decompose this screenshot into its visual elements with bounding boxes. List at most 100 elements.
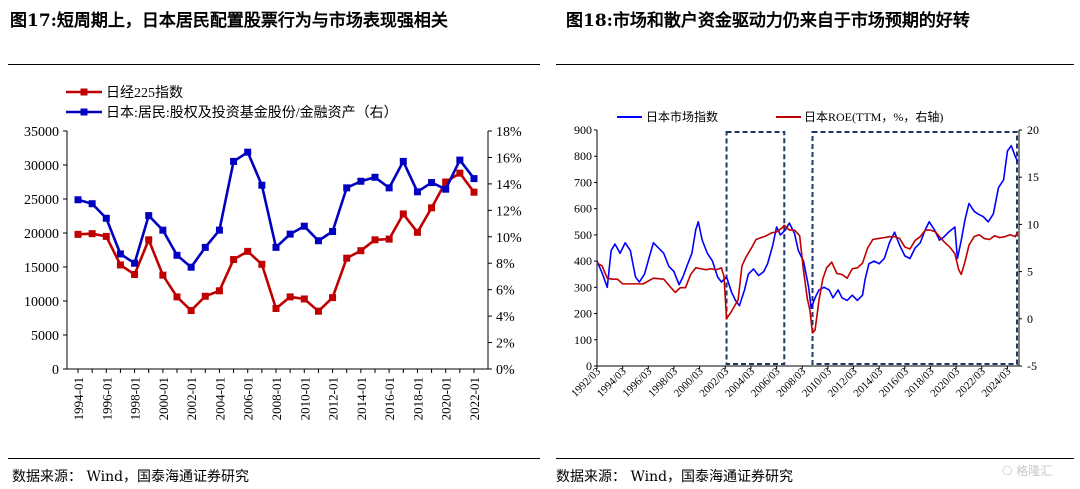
household-equity-share-point [159,226,167,234]
household-equity-share-point [314,237,322,245]
watermark-logo: ⎔ 格隆汇 [1002,464,1053,478]
figure-18-source: 数据来源： Wind，国泰海通证券研究 [556,469,794,485]
right-tick-label: -5 [1027,359,1037,373]
right-tick-label: 4% [496,310,515,325]
nikkei-225-point [343,254,351,262]
x-tick-label: 2008-01 [269,377,284,420]
figure-17-bottom-rule [8,458,540,459]
left-tick-label: 10000 [24,295,59,310]
left-tick-label: 400 [574,254,592,268]
right-tick-label: 0% [496,363,515,378]
left-tick-label: 0 [52,363,59,378]
nikkei-225-point [258,260,266,268]
nikkei-225-point [88,230,96,238]
japan-roe-line [596,224,1019,334]
household-equity-share-point [456,156,464,164]
nikkei-225-point [145,236,153,244]
x-tick-label: 2004-01 [212,377,227,420]
nikkei-225-point [371,236,379,244]
left-tick-label: 500 [574,228,592,242]
left-tick-label: 900 [574,123,592,137]
household-equity-share-point [187,263,195,271]
household-equity-share-point [88,200,96,208]
left-tick-label: 200 [574,307,592,321]
household-equity-share-point [470,175,478,183]
x-tick-label: 2012-01 [326,377,341,420]
nikkei-225-point [230,256,238,264]
household-equity-share-point [131,259,139,267]
right-tick-label: 10% [496,231,522,246]
left-tick-label: 35000 [24,125,59,140]
household-equity-share-point [442,185,450,193]
left-tick-label: 25000 [24,193,59,208]
right-tick-label: 20 [1027,123,1039,137]
right-tick-label: 6% [496,284,515,299]
x-tick-label: 2016-01 [382,377,397,420]
x-tick-label: 1998-01 [128,377,143,420]
nikkei-225-point [470,188,478,196]
left-tick-label: 100 [574,333,592,347]
left-tick-label: 20000 [24,227,59,242]
nikkei-225-point [173,293,181,301]
household-equity-share-point [173,251,181,259]
nikkei-225-point [314,307,322,315]
x-tick-label: 2010-01 [297,377,312,420]
figure-18-top-rule [556,64,1074,65]
figure-18-bottom-rule [556,458,1074,459]
right-tick-label: 16% [496,151,522,166]
x-tick-label: 1994-01 [71,377,86,420]
household-equity-share-point [116,250,124,258]
household-equity-share-point [343,184,351,192]
household-equity-share-point [244,148,252,156]
household-equity-share-point [357,177,365,185]
legend-label: 日经225指数 [106,85,183,101]
household-equity-share-point [371,173,379,181]
household-equity-share-point [428,179,436,187]
x-tick-label: 2006-01 [241,377,256,420]
nikkei-225-point [74,230,82,238]
left-tick-label: 600 [574,202,592,216]
nikkei-225-point [201,292,209,300]
household-equity-share-point [230,157,238,165]
right-tick-label: 15 [1027,170,1039,184]
household-equity-share-point [300,222,308,230]
legend-marker [80,108,88,116]
nikkei-225-point [102,232,110,240]
highlight-box-2009-2025 [811,131,1019,365]
household-equity-share-point [74,196,82,204]
legend-label: 日本ROE(TTM，%，右轴) [804,109,943,124]
right-tick-label: 2% [496,337,515,352]
right-tick-label: 0 [1027,312,1033,326]
nikkei-225-point [131,270,139,278]
left-tick-label: 30000 [24,159,59,174]
nikkei-225-point [428,204,436,212]
x-tick-label: 2000-01 [156,377,171,420]
nikkei-225-point [399,210,407,218]
x-tick-label: 2002-01 [184,377,199,420]
right-tick-label: 14% [496,178,522,193]
left-tick-label: 700 [574,175,592,189]
figure-17-top-rule [8,64,540,65]
left-tick-label: 300 [574,280,592,294]
nikkei-225-point [187,307,195,315]
left-tick-label: 0 [586,359,592,373]
household-equity-share-point [145,212,153,220]
left-tick-label: 15000 [24,261,59,276]
household-equity-share-point [399,157,407,165]
household-equity-share-point [215,226,223,234]
nikkei-225-point [385,235,393,243]
nikkei-225-point [413,228,421,236]
highlight-box-2002-2006 [725,131,786,365]
nikkei-225-point [442,178,450,186]
japan-market-index-line [596,144,1019,310]
x-tick-label: 1996-01 [99,377,114,420]
right-tick-label: 12% [496,204,522,219]
nikkei-225-point [244,247,252,255]
right-tick-label: 10 [1027,217,1039,231]
legend-label: 日本:居民:股权及投资基金股份/金融资产（右） [106,104,398,121]
right-tick-label: 18% [496,125,522,140]
household-equity-share-point [329,227,337,235]
nikkei-225-point [159,271,167,279]
